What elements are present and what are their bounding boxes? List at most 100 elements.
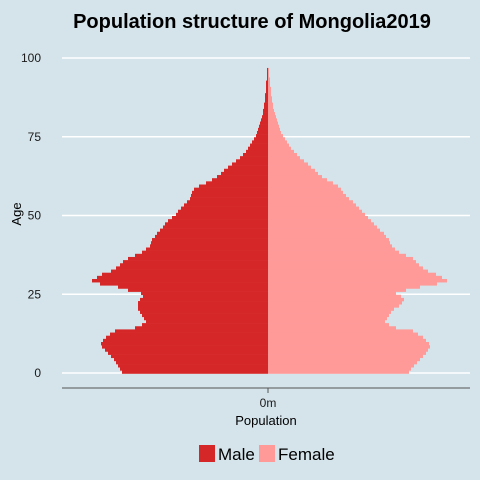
bar-male-age-43 xyxy=(155,235,268,238)
bar-male-age-85 xyxy=(264,103,268,106)
bar-female-age-69 xyxy=(268,153,297,156)
bar-female-age-54 xyxy=(268,200,353,203)
bar-female-age-26 xyxy=(268,288,406,291)
bar-male-age-36 xyxy=(128,257,268,260)
bar-female-age-86 xyxy=(268,99,272,102)
bar-female-age-56 xyxy=(268,194,346,197)
bar-female-age-60 xyxy=(268,181,333,184)
bar-male-age-49 xyxy=(172,216,268,219)
bar-female-age-67 xyxy=(268,159,304,162)
x-axis-label: Population xyxy=(235,413,296,428)
bar-male-age-71 xyxy=(248,147,268,150)
bar-male-age-17 xyxy=(144,317,268,320)
bar-male-age-1 xyxy=(120,367,268,370)
bar-female-age-93 xyxy=(268,77,270,80)
bar-female-age-9 xyxy=(268,342,429,345)
bar-male-age-55 xyxy=(190,197,268,200)
bar-male-age-69 xyxy=(243,153,268,156)
bar-male-age-57 xyxy=(192,191,268,194)
bar-male-age-6 xyxy=(108,351,268,354)
bar-female-age-58 xyxy=(268,188,341,191)
bar-male-age-64 xyxy=(224,169,268,172)
bar-female-age-41 xyxy=(268,241,390,244)
bar-male-age-78 xyxy=(259,125,268,128)
bar-male-age-70 xyxy=(246,150,268,153)
bar-male-age-51 xyxy=(178,210,268,213)
legend-label-female: Female xyxy=(278,445,335,464)
bar-male-age-11 xyxy=(106,336,268,339)
bar-male-age-27 xyxy=(118,285,268,288)
bar-female-age-15 xyxy=(268,323,389,326)
bar-female-age-2 xyxy=(268,364,414,367)
bar-male-age-52 xyxy=(181,207,268,210)
bar-male-age-25 xyxy=(141,292,268,295)
bar-male-age-34 xyxy=(120,263,268,266)
bar-male-age-15 xyxy=(142,323,268,326)
bar-female-age-53 xyxy=(268,203,356,206)
bar-male-age-68 xyxy=(240,156,268,159)
bar-female-age-62 xyxy=(268,175,322,178)
bar-female-age-57 xyxy=(268,191,343,194)
legend-swatch-female xyxy=(259,445,275,462)
bar-female-age-81 xyxy=(268,115,276,118)
bar-male-age-39 xyxy=(146,248,268,251)
bar-female-age-73 xyxy=(268,140,287,143)
bar-male-age-20 xyxy=(138,307,268,310)
bar-female-age-24 xyxy=(268,295,401,298)
bar-female-age-37 xyxy=(268,254,406,257)
bar-female-age-30 xyxy=(268,276,442,279)
bar-male-age-83 xyxy=(263,109,268,112)
bar-female-age-25 xyxy=(268,292,396,295)
bar-male-age-81 xyxy=(262,115,268,118)
bar-female-age-70 xyxy=(268,150,294,153)
y-tick-label-25: 25 xyxy=(28,287,42,301)
bar-female-age-83 xyxy=(268,109,274,112)
bar-female-age-29 xyxy=(268,279,447,282)
bar-female-age-85 xyxy=(268,103,273,106)
bar-female-age-80 xyxy=(268,118,277,121)
bar-female-age-32 xyxy=(268,270,428,273)
bar-female-age-17 xyxy=(268,317,387,320)
bar-female-age-35 xyxy=(268,260,416,263)
bar-male-age-9 xyxy=(101,342,268,345)
bar-male-age-65 xyxy=(228,166,268,169)
bar-female-age-7 xyxy=(268,348,428,351)
bar-male-age-35 xyxy=(123,260,268,263)
bar-male-age-90 xyxy=(266,87,268,90)
bar-female-age-78 xyxy=(268,125,279,128)
bar-male-age-87 xyxy=(265,96,268,99)
bar-female-age-87 xyxy=(268,96,272,99)
bar-female-age-10 xyxy=(268,339,426,342)
bar-male-age-62 xyxy=(217,175,268,178)
bar-female-age-28 xyxy=(268,282,437,285)
bar-female-age-63 xyxy=(268,172,318,175)
bar-male-age-88 xyxy=(265,93,268,96)
bar-male-age-37 xyxy=(135,254,268,257)
bar-male-age-80 xyxy=(261,118,268,121)
bar-male-age-14 xyxy=(135,326,268,329)
bar-female-age-96 xyxy=(268,68,269,71)
bar-female-age-82 xyxy=(268,112,275,115)
bar-female-age-77 xyxy=(268,128,280,131)
bar-female-age-45 xyxy=(268,229,380,232)
bar-female-age-71 xyxy=(268,147,291,150)
bar-female-age-3 xyxy=(268,361,417,364)
bar-female-age-0 xyxy=(268,370,409,373)
bar-female-age-75 xyxy=(268,134,283,137)
bar-male-age-63 xyxy=(221,172,268,175)
x-tick-label: 0m xyxy=(260,396,277,410)
bar-male-age-74 xyxy=(254,137,268,140)
bar-male-age-66 xyxy=(232,162,268,165)
bar-female-age-66 xyxy=(268,162,308,165)
bar-female-age-19 xyxy=(268,311,391,314)
y-axis-label: Age xyxy=(9,202,24,225)
bar-male-age-58 xyxy=(194,188,268,191)
bar-male-age-16 xyxy=(146,320,268,323)
bar-male-age-29 xyxy=(92,279,268,282)
y-tick-label-50: 50 xyxy=(28,209,42,223)
bar-female-age-89 xyxy=(268,90,271,93)
bar-male-age-0 xyxy=(122,370,268,373)
bar-male-age-94 xyxy=(267,74,268,77)
bar-female-age-49 xyxy=(268,216,368,219)
bar-male-age-40 xyxy=(150,244,268,247)
